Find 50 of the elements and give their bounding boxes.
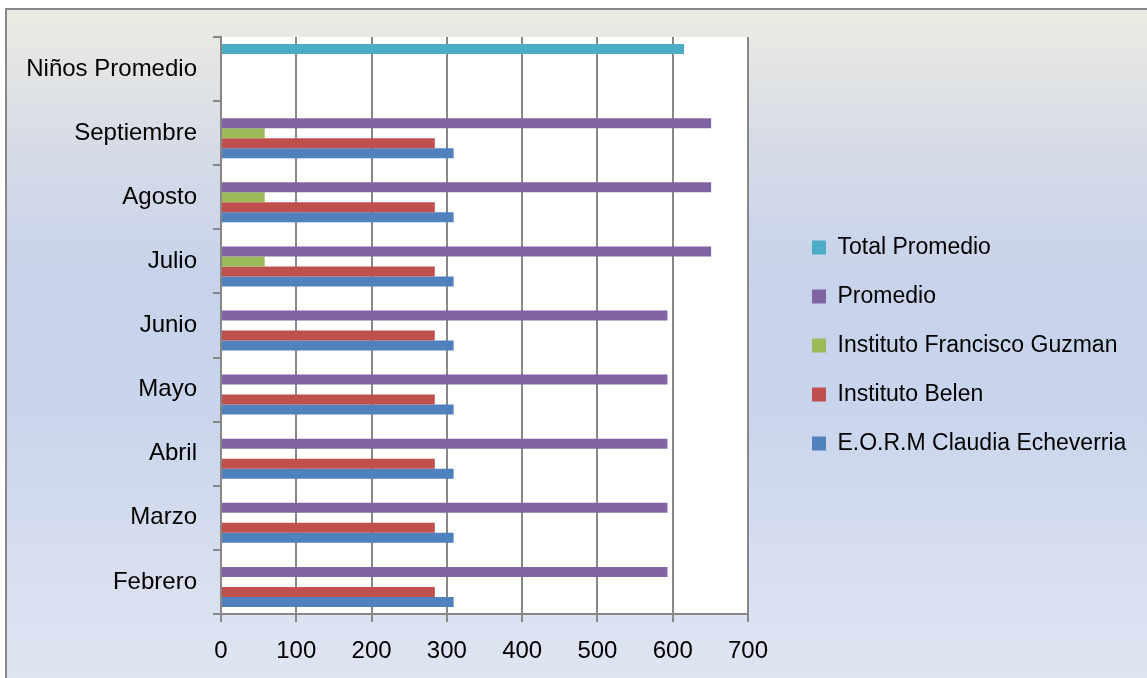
bar: [222, 404, 454, 415]
y-tick-label: Marzo: [130, 502, 197, 530]
bar: [222, 256, 265, 267]
bar: [222, 566, 668, 577]
bar: [222, 118, 712, 129]
y-tick-label: Febrero: [112, 566, 197, 594]
x-tick-label: 100: [276, 636, 317, 664]
bar: [222, 276, 454, 287]
bar: [222, 394, 435, 405]
bar: [222, 202, 435, 213]
bar: [222, 148, 454, 159]
y-tick-label: Julio: [147, 246, 197, 274]
bar: [222, 182, 712, 193]
x-tick-label: 200: [351, 636, 392, 664]
legend-label: Total Promedio: [837, 232, 991, 259]
legend-label: Instituto Francisco Guzman: [837, 330, 1118, 357]
y-tick-label: Septiembre: [74, 117, 197, 145]
bar: [222, 438, 668, 449]
x-tick-label: 300: [426, 636, 467, 664]
bar: [222, 138, 435, 149]
bar: [222, 340, 454, 351]
y-tick-label: Abril: [148, 438, 197, 466]
x-tick-label: 0: [214, 636, 228, 664]
y-tick-label: Niños Promedio: [26, 53, 197, 81]
x-tick-label: 700: [727, 636, 769, 664]
bar: [222, 192, 265, 203]
x-tick-label: 500: [577, 636, 618, 664]
bar: [222, 522, 435, 533]
bar: [222, 374, 668, 385]
bar: [222, 266, 435, 277]
x-tick-label: 400: [502, 636, 543, 664]
bar: [222, 128, 265, 139]
bar: [222, 468, 454, 479]
legend-label: Promedio: [837, 281, 936, 308]
bar: [222, 596, 454, 607]
bar: [222, 458, 435, 469]
bar: [222, 246, 712, 257]
y-tick-label: Agosto: [122, 181, 197, 209]
bar: [222, 586, 435, 597]
bar: [222, 44, 685, 55]
y-tick-label: Junio: [139, 310, 197, 338]
bar: [222, 330, 435, 341]
bar: [222, 212, 454, 223]
bar: [222, 310, 668, 321]
y-tick-label: Mayo: [138, 374, 197, 402]
bar: [222, 532, 454, 543]
legend-label: E.O.R.M Claudia Echeverria: [837, 428, 1127, 455]
bar: [222, 502, 668, 513]
legend-label: Instituto Belen: [837, 379, 984, 406]
x-tick-label: 600: [652, 636, 693, 664]
